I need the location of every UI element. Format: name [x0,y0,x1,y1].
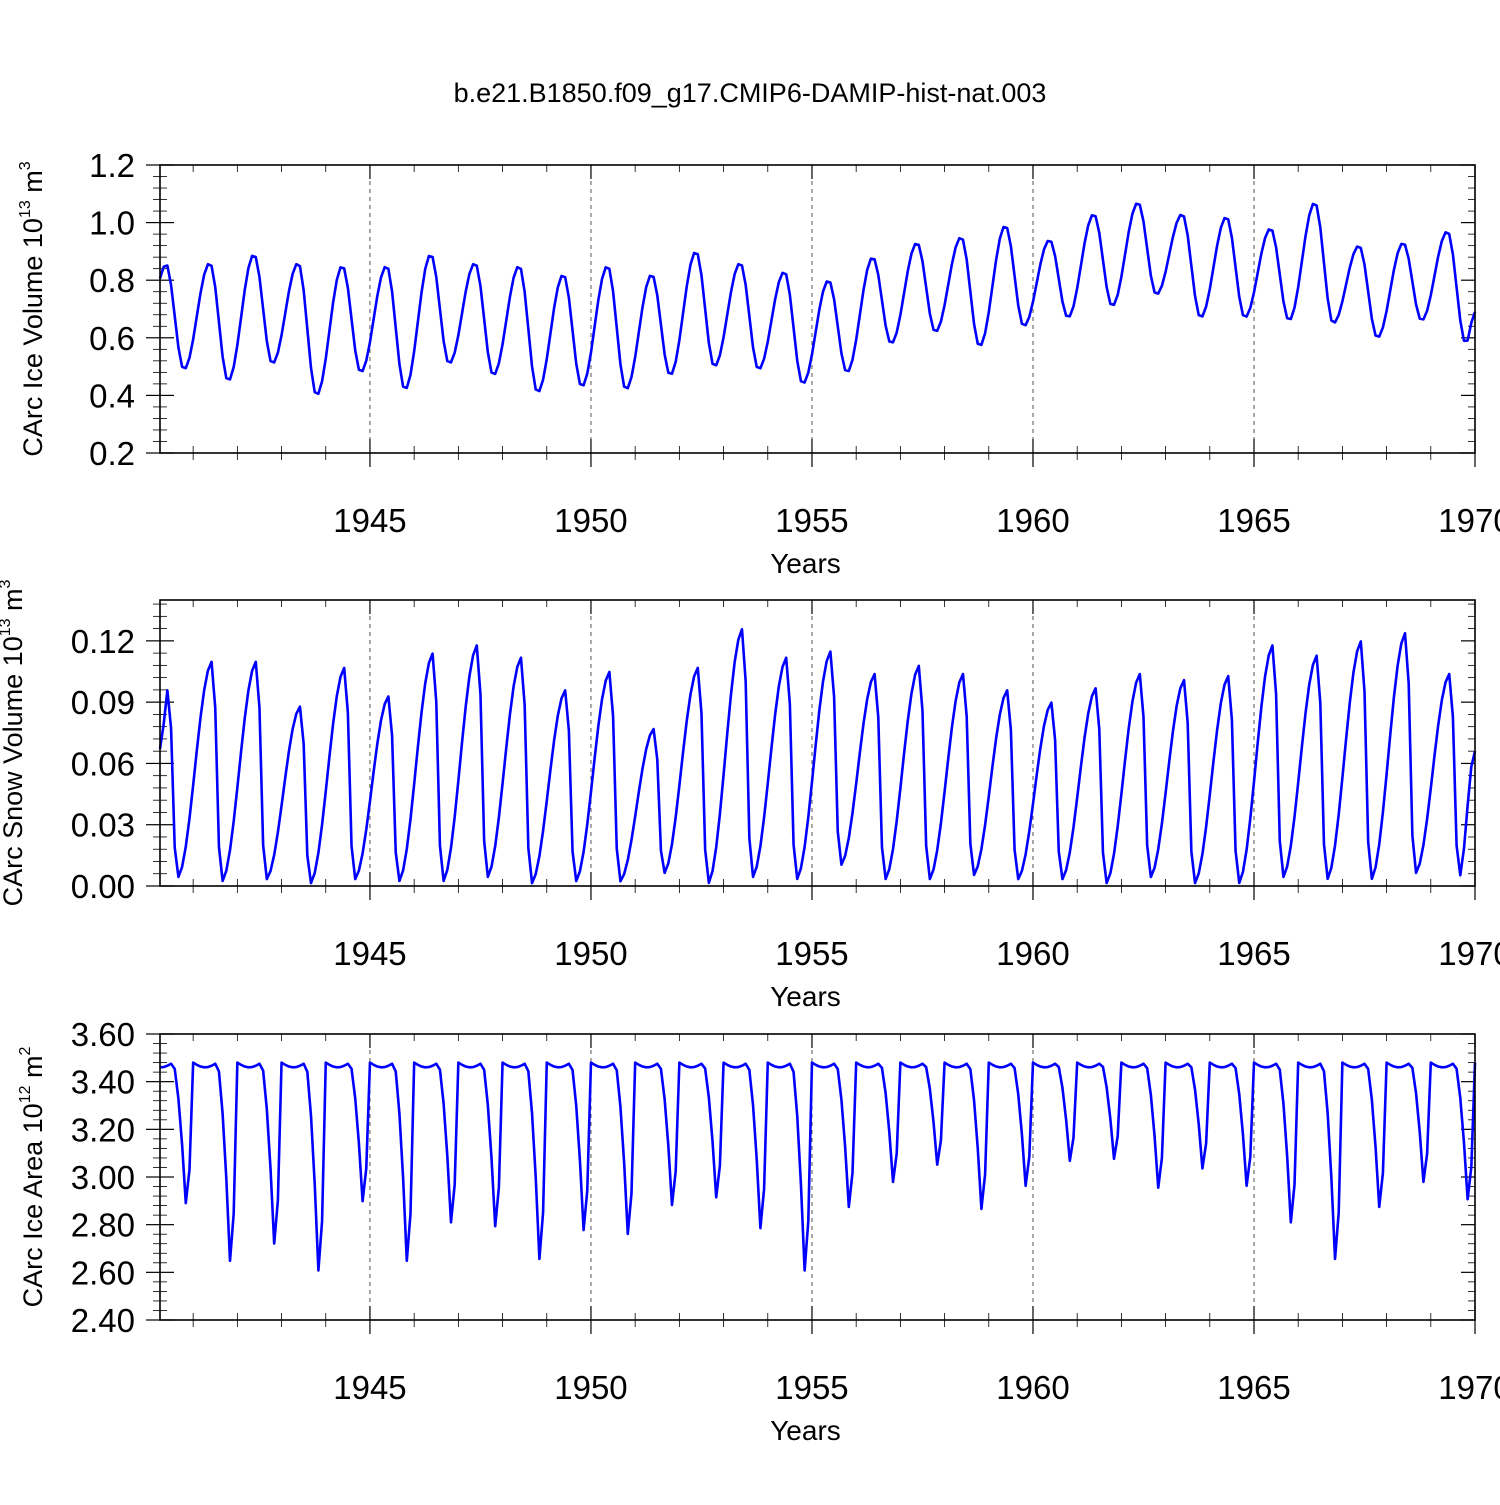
y-tick-label: 3.40 [71,1064,135,1101]
y-tick-label: 0.6 [89,320,135,357]
x-tick-label: 1950 [554,502,627,539]
x-tick-label: 1950 [554,935,627,972]
y-tick-label: 1.0 [89,205,135,242]
y-tick-label: 2.40 [71,1302,135,1339]
x-tick-label: 1955 [775,1369,848,1406]
x-tick-label: 1965 [1217,935,1290,972]
chart-title: b.e21.B1850.f09_g17.CMIP6-DAMIP-hist-nat… [454,78,1047,108]
plot-frame [159,164,1476,454]
x-tick-label: 1955 [775,502,848,539]
x-tick-label: 1970 [1438,935,1500,972]
x-tick-label: 1970 [1438,1369,1500,1406]
y-tick-label: 3.00 [71,1159,135,1196]
series-line-ice-volume [158,202,1477,396]
panel-ice-area: 1945 1950 1955 1960 1965 1970 Years 2.40 2.60 2.8… [17,1016,1500,1446]
y-tick-label: 3.60 [71,1016,135,1053]
y-axis-label: CArc Ice Volume 1013 m3 [17,161,48,456]
y-tick-label: 3.20 [71,1111,135,1148]
y-axis-label: CArc Snow Volume 1013 m3 [0,579,28,906]
x-tick-label: 1945 [333,1369,406,1406]
series-line-ice-area [159,1061,1477,1272]
plot-frame [159,1033,1476,1321]
x-tick-label: 1960 [996,935,1069,972]
panel-ice-volume: 1945 1950 1955 1960 1965 1970 Years 0.2 0.4 0.6 0.… [17,147,1500,579]
x-tick-label: 1945 [333,935,406,972]
y-tick-label: 0.09 [71,684,135,721]
x-tick-label: 1965 [1217,1369,1290,1406]
y-tick-label: 0.4 [89,377,135,414]
x-tick-label: 1950 [554,1369,627,1406]
panel-snow-volume: 1945 1950 1955 1960 1965 1970 Years 0.00 0.03 0.0… [0,579,1500,1012]
y-tick-label: 0.12 [71,623,135,660]
y-tick-label: 0.8 [89,262,135,299]
y-tick-label: 0.00 [71,868,135,905]
x-tick-label: 1970 [1438,502,1500,539]
x-tick-label: 1955 [775,935,848,972]
plot-frame [159,599,1476,887]
y-tick-label: 0.2 [89,435,135,472]
y-tick-label: 2.80 [71,1207,135,1244]
x-tick-label: 1960 [996,502,1069,539]
y-tick-label: 1.2 [89,147,135,184]
y-tick-label: 0.06 [71,745,135,782]
y-tick-label: 0.03 [71,807,135,844]
x-tick-label: 1960 [996,1369,1069,1406]
y-tick-label: 2.60 [71,1254,135,1291]
x-tick-label: 1945 [333,502,406,539]
x-axis-label: Years [770,981,841,1012]
x-axis-label: Years [770,1415,841,1446]
x-axis-label: Years [770,548,841,579]
y-axis-label: CArc Ice Area 1012 m2 [17,1047,48,1308]
series-line-snow-volume [158,627,1477,885]
x-tick-label: 1965 [1217,502,1290,539]
